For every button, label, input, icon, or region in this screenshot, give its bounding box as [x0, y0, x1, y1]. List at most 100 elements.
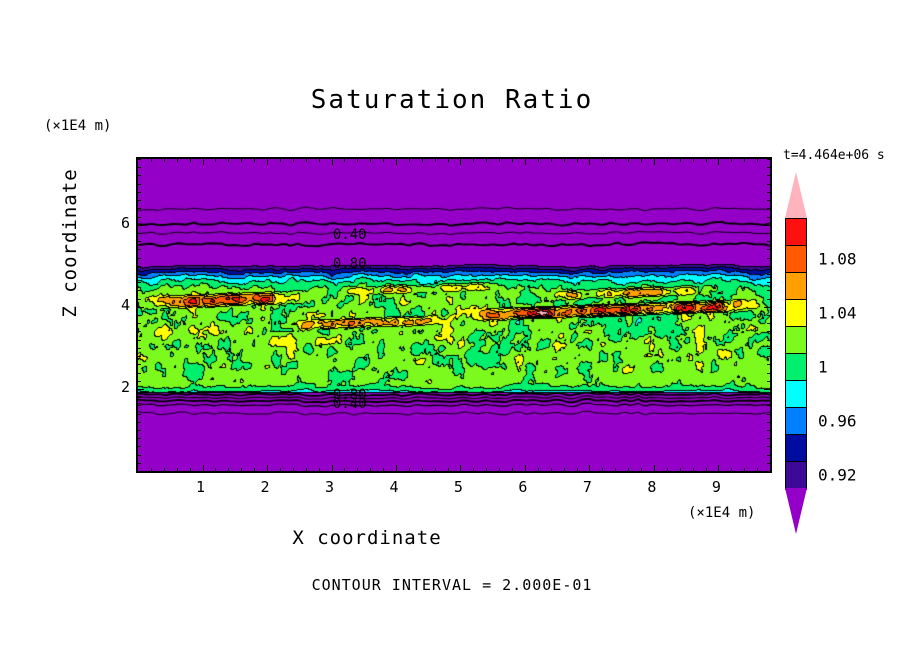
x-tick-mark — [473, 468, 475, 472]
y-axis-units: (×1E4 m) — [44, 118, 112, 134]
x-tick-mark — [189, 468, 191, 472]
x-tick-label: 5 — [453, 478, 463, 496]
x-tick-mark — [666, 158, 668, 162]
y-tick-mark — [767, 446, 771, 448]
x-tick-mark — [550, 468, 552, 472]
x-tick-mark — [705, 158, 707, 162]
x-tick-mark — [628, 468, 630, 472]
y-tick-mark — [137, 183, 141, 185]
y-tick-mark — [767, 347, 771, 349]
y-tick-mark — [767, 339, 771, 341]
x-tick-mark — [344, 158, 346, 162]
y-tick-mark — [137, 364, 141, 366]
time-label: t=4.464e+06 s — [783, 148, 885, 163]
y-tick-mark — [137, 200, 141, 202]
x-tick-mark — [770, 468, 771, 472]
x-tick-mark — [499, 468, 501, 472]
x-tick-mark — [331, 158, 333, 165]
x-tick-mark — [189, 158, 191, 162]
y-tick-mark — [137, 273, 141, 275]
x-tick-mark — [241, 158, 243, 162]
y-tick-mark — [137, 167, 141, 169]
y-tick-mark — [767, 265, 771, 267]
x-tick-mark — [408, 158, 410, 162]
x-tick-mark — [254, 468, 256, 472]
y-tick-mark — [767, 282, 771, 284]
y-tick-mark — [767, 257, 771, 259]
x-tick-mark — [447, 468, 449, 472]
y-tick-mark — [137, 282, 141, 284]
x-tick-label: 8 — [647, 478, 657, 496]
y-tick-mark — [767, 413, 771, 415]
x-tick-mark — [641, 158, 642, 162]
contour-label: 0.40 — [332, 395, 367, 412]
y-tick-mark — [137, 454, 141, 456]
x-tick-mark — [421, 468, 423, 472]
y-tick-mark — [137, 380, 141, 382]
x-tick-mark — [434, 468, 436, 472]
x-tick-label: 2 — [260, 478, 270, 496]
contour-plot-area[interactable]: 0.40 0.80 0.80 0.40 — [136, 157, 772, 473]
x-axis-units: (×1E4 m) — [688, 505, 756, 521]
colorbar-band — [785, 245, 807, 274]
x-tick-mark — [718, 158, 720, 165]
x-tick-mark — [267, 465, 268, 472]
y-tick-mark — [767, 159, 771, 160]
colorbar-band — [785, 299, 807, 328]
x-tick-mark — [331, 465, 333, 472]
y-tick-mark — [137, 306, 144, 308]
y-tick-mark — [767, 249, 771, 251]
x-axis-title: X coordinate — [0, 527, 904, 549]
x-tick-mark — [602, 158, 604, 162]
x-tick-label: 6 — [518, 478, 528, 496]
y-tick-mark — [767, 167, 771, 169]
x-tick-label: 9 — [711, 478, 721, 496]
y-tick-mark — [137, 397, 141, 399]
x-tick-mark — [202, 158, 204, 165]
x-tick-mark — [279, 158, 281, 162]
y-tick-label: 4 — [120, 295, 130, 314]
colorbar-tick-label: 0.92 — [818, 465, 857, 484]
y-tick-mark — [767, 232, 771, 234]
x-tick-mark — [267, 158, 268, 165]
x-tick-mark — [357, 468, 359, 472]
y-tick-mark — [764, 306, 771, 308]
x-tick-mark — [370, 158, 372, 162]
x-tick-mark — [357, 158, 359, 162]
y-tick-mark — [767, 429, 771, 431]
x-tick-mark — [279, 468, 281, 472]
y-tick-mark — [137, 438, 141, 440]
x-tick-mark — [666, 468, 668, 472]
x-tick-mark — [679, 468, 681, 472]
x-tick-mark — [744, 468, 746, 472]
colorbar-band — [785, 326, 807, 355]
contour-label: 0.80 — [332, 255, 367, 272]
x-tick-label: 7 — [582, 478, 592, 496]
x-tick-mark — [163, 468, 165, 472]
y-tick-mark — [767, 462, 771, 464]
x-tick-mark — [383, 158, 385, 162]
x-tick-mark — [176, 158, 178, 162]
y-tick-mark — [137, 413, 141, 415]
x-tick-mark — [589, 465, 591, 472]
x-tick-mark — [628, 158, 630, 162]
x-tick-mark — [524, 465, 526, 472]
x-tick-mark — [499, 158, 501, 162]
x-axis-title-text: X coordinate — [292, 527, 442, 549]
colorbar-tick-label: 1 — [818, 357, 828, 376]
y-tick-mark — [137, 290, 141, 292]
x-tick-mark — [641, 468, 642, 472]
x-tick-mark — [589, 158, 591, 165]
y-tick-mark — [137, 249, 141, 251]
saturation-ratio-field — [138, 159, 770, 471]
colorbar[interactable]: 1.08 1.04 1 0.96 0.92 — [785, 172, 857, 534]
x-tick-mark — [150, 158, 152, 162]
y-tick-mark — [767, 372, 771, 374]
y-tick-mark — [767, 405, 771, 407]
y-tick-mark — [137, 347, 141, 349]
x-tick-mark — [770, 158, 771, 162]
x-tick-mark — [383, 468, 385, 472]
x-tick-mark — [537, 158, 539, 162]
x-tick-mark — [176, 468, 178, 472]
y-tick-mark — [137, 388, 144, 390]
